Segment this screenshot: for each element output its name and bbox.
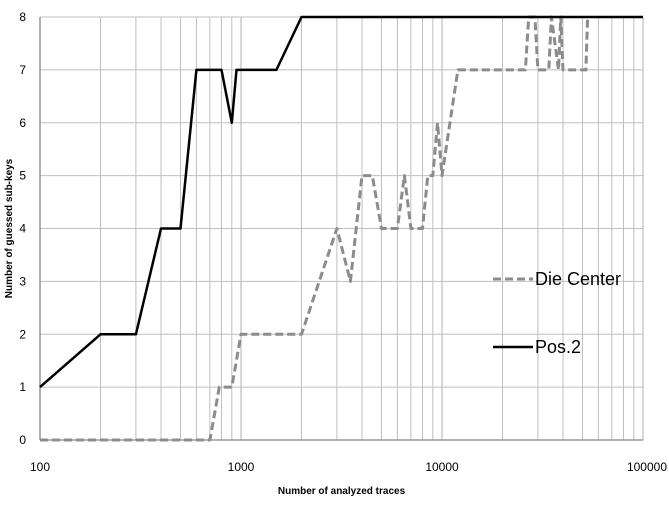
legend-label: Pos.2 bbox=[535, 337, 581, 357]
grid bbox=[40, 16, 644, 440]
series-line-die-center bbox=[40, 15, 590, 442]
x-axis-title: Number of analyzed traces bbox=[278, 486, 406, 497]
y-tick-label: 8 bbox=[19, 10, 26, 24]
y-tick-label: 7 bbox=[19, 63, 26, 77]
x-tick-label: 100000 bbox=[627, 460, 667, 474]
y-tick-label: 3 bbox=[19, 274, 26, 288]
x-tick-label: 100 bbox=[30, 460, 50, 474]
y-tick-label: 5 bbox=[19, 169, 26, 183]
x-tick-label: 1000 bbox=[228, 460, 255, 474]
y-tick-label: 6 bbox=[19, 116, 26, 130]
y-axis-title: Number of guessed sub-keys bbox=[4, 158, 15, 298]
tick-labels: 0 1 2 3 4 5 6 7 8 100 1000 10000 100000 bbox=[19, 10, 667, 474]
x-tick-label: 10000 bbox=[425, 460, 459, 474]
y-tick-label: 1 bbox=[19, 380, 26, 394]
y-tick-label: 2 bbox=[19, 327, 26, 341]
y-tick-label: 0 bbox=[19, 433, 26, 447]
y-tick-label: 4 bbox=[19, 222, 26, 236]
legend-label: Die Center bbox=[535, 269, 621, 289]
legend: Die Center Pos.2 bbox=[493, 269, 621, 357]
series bbox=[39, 15, 643, 442]
series-line-pos-2 bbox=[39, 15, 643, 389]
